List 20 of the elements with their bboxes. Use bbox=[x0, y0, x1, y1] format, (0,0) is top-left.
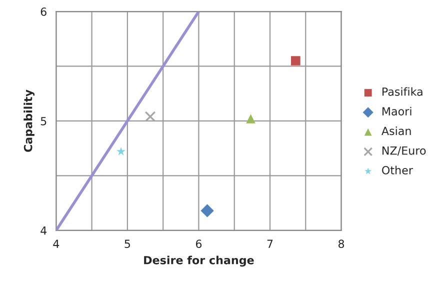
point bbox=[246, 114, 256, 124]
point bbox=[144, 111, 156, 122]
legend-label: Maori bbox=[382, 106, 412, 116]
y-tick-label: 5 bbox=[40, 117, 46, 126]
legend-label: NZ/Euro bbox=[382, 146, 426, 156]
legend-label: Asian bbox=[382, 126, 411, 136]
x-tick-label: 4 bbox=[53, 240, 60, 248]
legend-label: Other bbox=[382, 166, 413, 174]
x-axis-title: Desire for change bbox=[144, 256, 254, 267]
point bbox=[200, 204, 214, 218]
x-tick-label: 7 bbox=[267, 240, 273, 248]
x-tick-label: 8 bbox=[338, 240, 344, 248]
y-tick-label: 6 bbox=[40, 7, 46, 16]
y-tick-label: 4 bbox=[40, 226, 47, 235]
legend-label: Pasifika bbox=[382, 87, 422, 96]
x-tick-label: 6 bbox=[196, 240, 202, 248]
point bbox=[291, 56, 300, 66]
x-tick-label: 5 bbox=[124, 240, 130, 248]
point bbox=[116, 146, 126, 156]
y-axis-title: Capability bbox=[24, 90, 35, 152]
